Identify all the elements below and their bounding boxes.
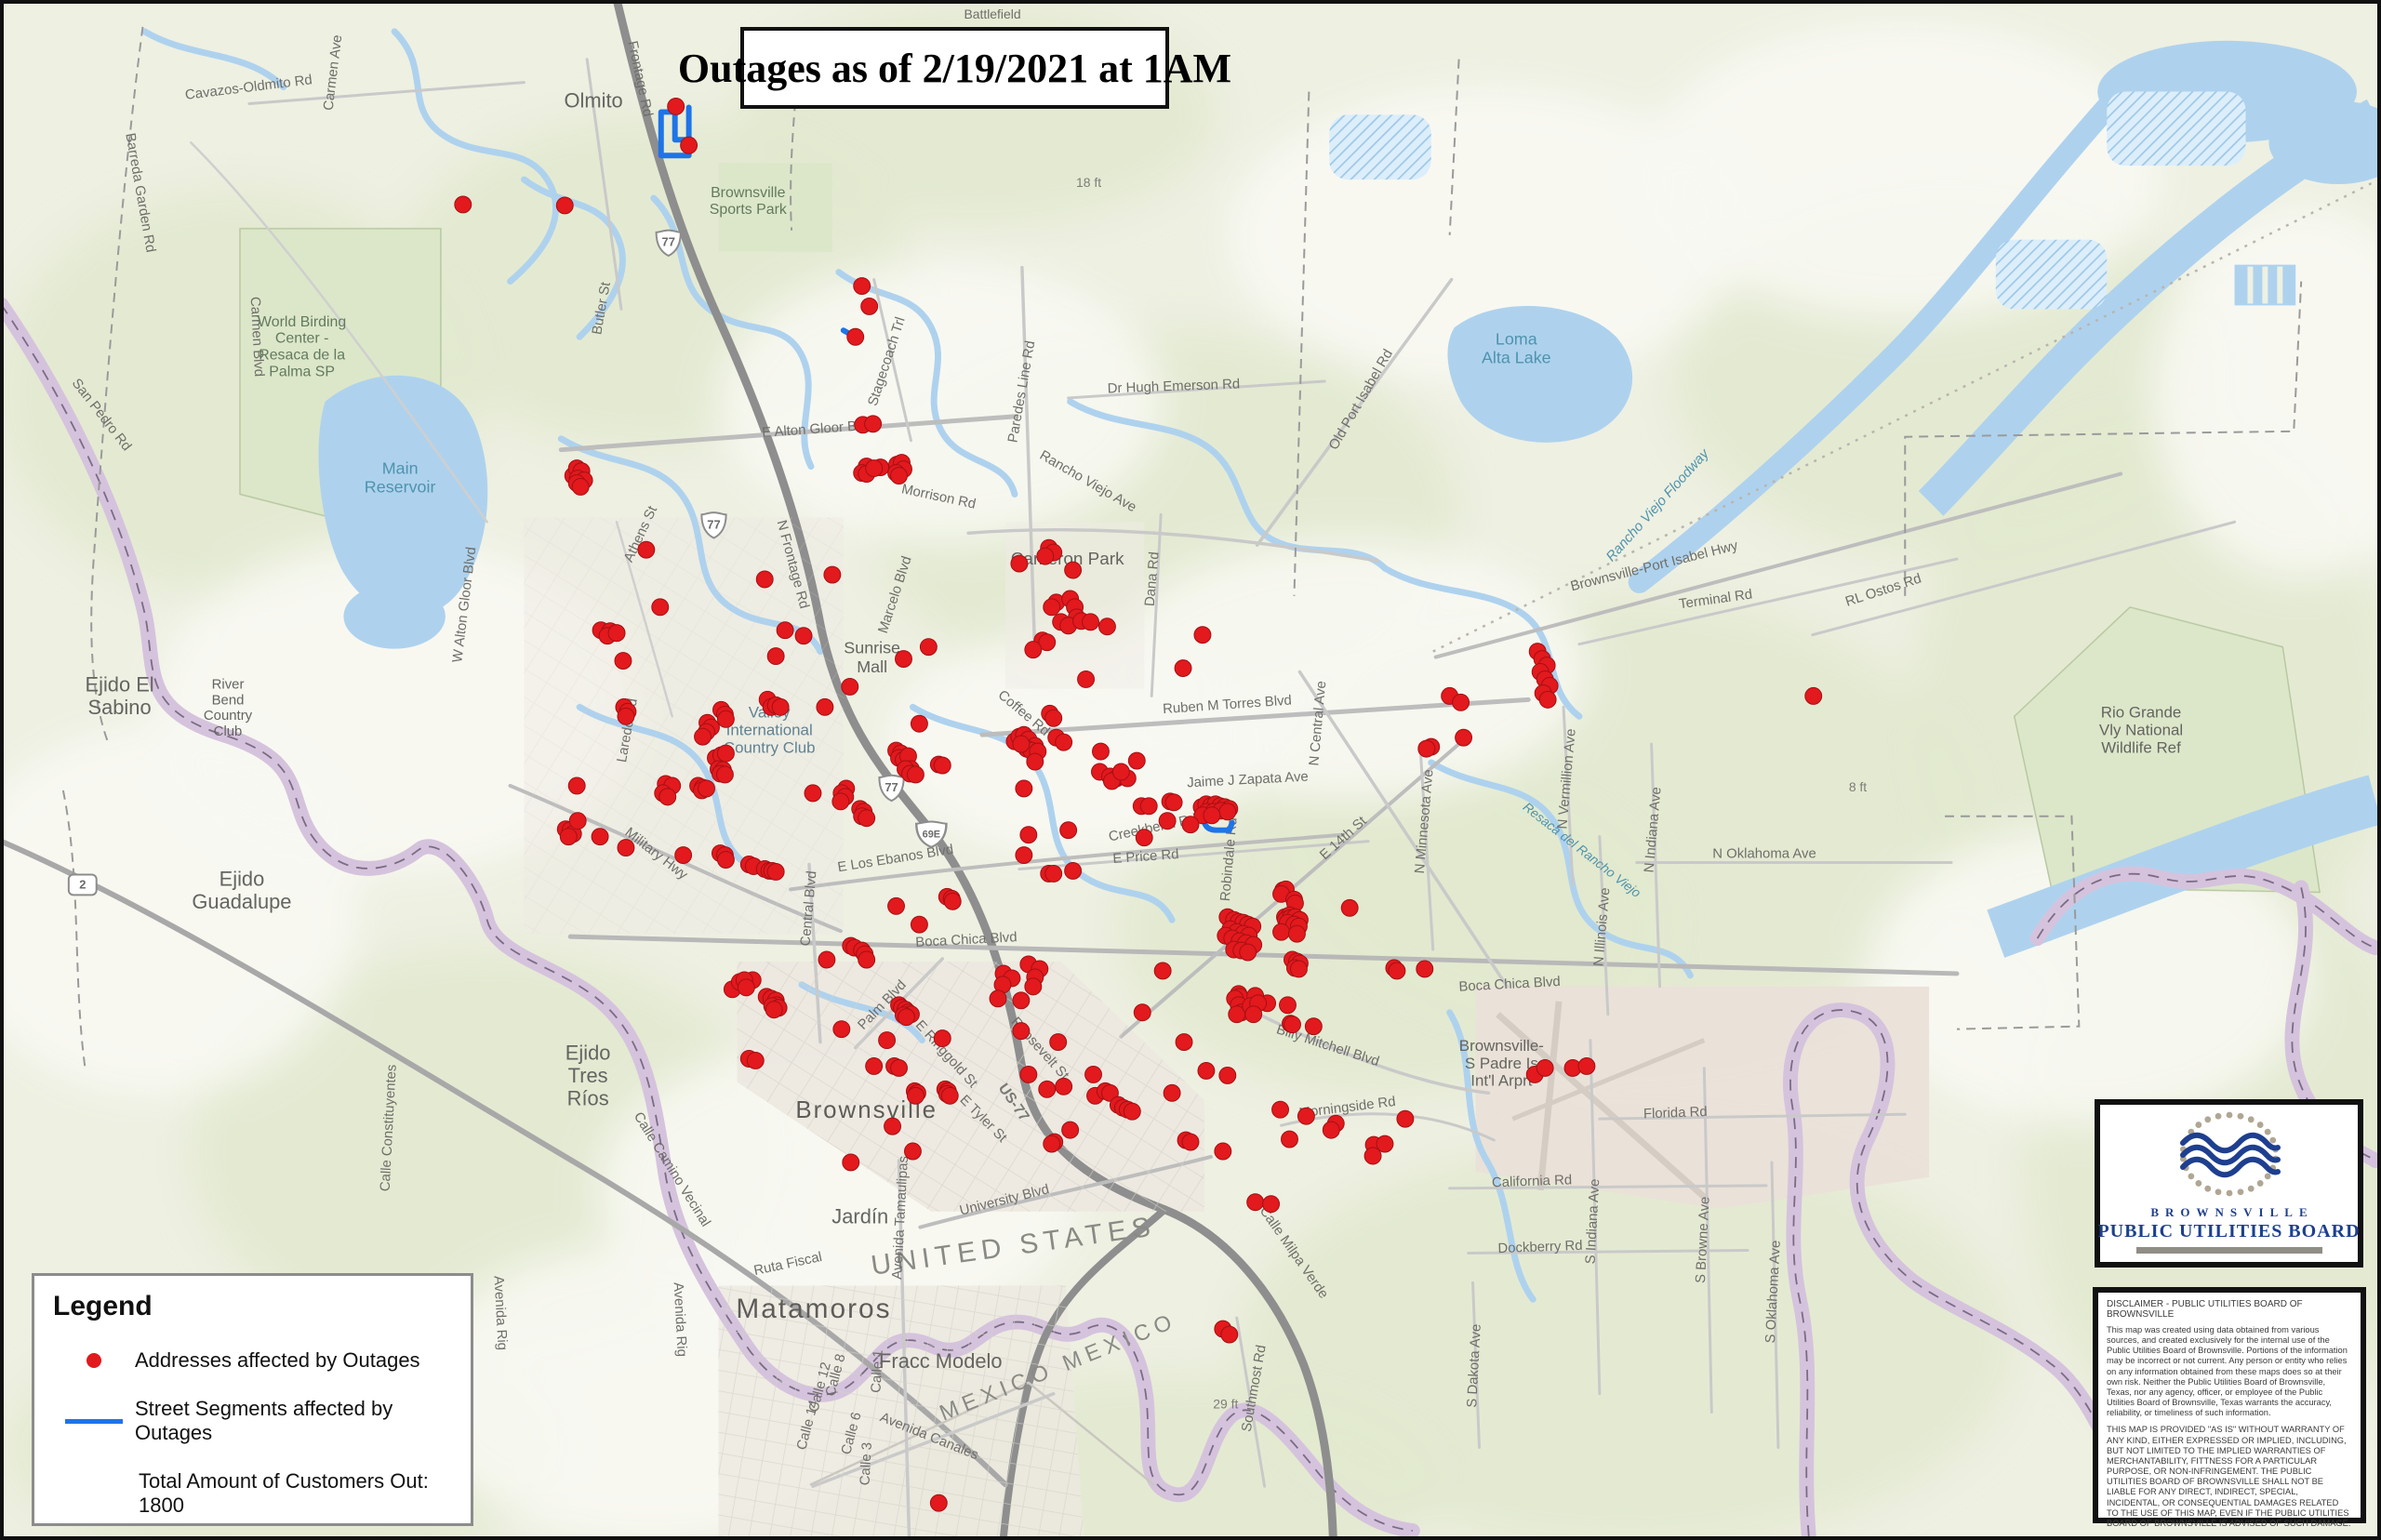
route-shield-2: 2	[67, 873, 98, 896]
svg-text:29 ft: 29 ft	[1213, 1397, 1238, 1412]
svg-text:Jaime J Zapata Ave: Jaime J Zapata Ave	[1187, 769, 1309, 791]
route-shield-77: 77	[655, 229, 682, 258]
highway-shields: 77 77 77 69E 2	[67, 229, 948, 896]
legend-total-customers-out: Total Amount of Customers Out: 1800	[139, 1469, 429, 1517]
svg-text:Dr Hugh Emerson Rd: Dr Hugh Emerson Rd	[1107, 377, 1240, 397]
legend-item-label: Addresses affected by Outages	[135, 1348, 420, 1372]
svg-text:N Oklahoma Ave: N Oklahoma Ave	[1712, 846, 1816, 862]
legend-item-label: Street Segments affected by Outages	[135, 1397, 393, 1444]
logo-panel: BROWNSVILLE PUBLIC UTILITIES BOARD	[2095, 1099, 2363, 1268]
map-title: Outages as of 2/19/2021 at 1AM	[677, 45, 1232, 91]
svg-text:Olmito: Olmito	[565, 88, 623, 112]
legend-panel: Legend Addresses affected by Outages Str…	[32, 1273, 473, 1526]
outage-address-dots	[454, 98, 1823, 1512]
svg-text:77: 77	[707, 517, 720, 531]
svg-text:77: 77	[662, 235, 675, 249]
svg-text:Dana Rd: Dana Rd	[1142, 551, 1163, 607]
svg-text:Dockberry Rd: Dockberry Rd	[1497, 1238, 1583, 1256]
svg-text:Avenida Rig: Avenida Rig	[491, 1275, 511, 1350]
svg-text:Boca Chica Blvd: Boca Chica Blvd	[915, 929, 1018, 950]
svg-text:Calle 1: Calle 1	[868, 1349, 885, 1393]
legend-item-segments: Street Segments affected by Outages	[53, 1397, 471, 1445]
route-shield-77: 77	[700, 511, 727, 539]
svg-text:California Rd: California Rd	[1492, 1172, 1573, 1190]
svg-text:Boca Chica Blvd: Boca Chica Blvd	[1458, 974, 1561, 995]
svg-text:E Price Rd: E Price Rd	[1112, 846, 1179, 867]
svg-text:69E: 69E	[923, 830, 940, 841]
svg-text:Avenida Rig: Avenida Rig	[671, 1281, 690, 1357]
svg-text:8 ft: 8 ft	[1849, 779, 1867, 794]
svg-text:S Browne Ave: S Browne Ave	[1693, 1196, 1713, 1283]
map-title-box: Outages as of 2/19/2021 at 1AM	[678, 27, 1231, 109]
logo-city-text: BROWNSVILLE	[2150, 1205, 2314, 1219]
legend-red-dot-icon	[53, 1353, 135, 1368]
svg-text:S Oklahoma Ave: S Oklahoma Ave	[1762, 1240, 1784, 1344]
svg-text:77: 77	[885, 780, 898, 794]
svg-text:Avenida Tamaulipas: Avenida Tamaulipas	[889, 1156, 911, 1281]
svg-text:18 ft: 18 ft	[1076, 175, 1101, 190]
svg-text:Battlefield: Battlefield	[964, 7, 1020, 21]
svg-text:Jardín: Jardín	[831, 1205, 888, 1228]
legend-blue-line-icon	[53, 1418, 135, 1424]
svg-text:Calle 3: Calle 3	[857, 1442, 874, 1486]
logo-org-text: PUBLIC UTILITIES BOARD	[2097, 1221, 2361, 1241]
svg-text:S Dakota Ave: S Dakota Ave	[1464, 1323, 1484, 1408]
route-shield-69E: 69E	[915, 820, 948, 848]
legend-heading: Legend	[53, 1291, 153, 1321]
svg-text:Matamoros: Matamoros	[736, 1294, 891, 1324]
disclaimer-paragraph-1: This map was created using data obtained…	[2107, 1325, 2348, 1418]
svg-text:Carmen Blvd: Carmen Blvd	[247, 297, 267, 378]
legend-item-addresses: Addresses affected by Outages	[53, 1348, 471, 1373]
pub-waves-logo-icon	[2179, 1111, 2281, 1197]
svg-text:Fracc Modelo: Fracc Modelo	[879, 1349, 1003, 1373]
svg-text:S Indiana Ave: S Indiana Ave	[1582, 1178, 1603, 1264]
svg-text:Florida Rd: Florida Rd	[1643, 1104, 1708, 1122]
disclaimer-panel: DISCLAIMER - PUBLIC UTILITIES BOARD OF B…	[2093, 1287, 2366, 1528]
disclaimer-paragraph-2: THIS MAP IS PROVIDED "AS IS" WITHOUT WAR…	[2107, 1425, 2351, 1528]
svg-text:2: 2	[79, 877, 86, 891]
logo-bar	[2135, 1247, 2322, 1254]
route-shield-77: 77	[878, 774, 905, 803]
airport-area	[1475, 986, 1930, 1209]
disclaimer-heading: DISCLAIMER - PUBLIC UTILITIES BOARD OF B…	[2107, 1299, 2303, 1320]
